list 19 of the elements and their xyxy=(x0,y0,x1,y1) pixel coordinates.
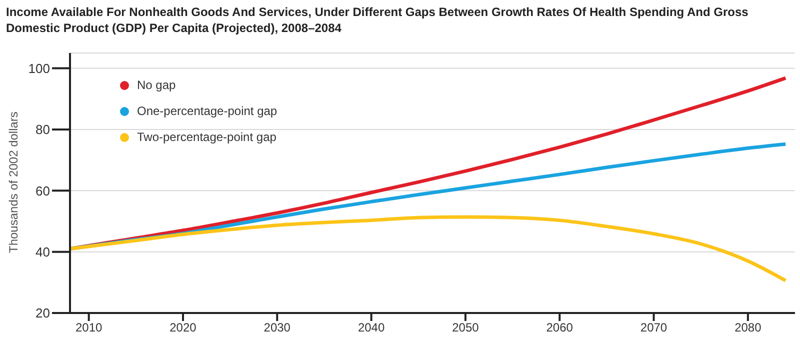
x-tick-label: 2010 xyxy=(75,320,102,335)
x-tick-label: 2060 xyxy=(546,320,574,335)
y-tick-label: 40 xyxy=(36,244,50,260)
legend-label: No gap xyxy=(137,77,176,94)
y-tick-label: 80 xyxy=(36,122,50,138)
x-tick-label: 2020 xyxy=(170,320,197,335)
x-tick-label: 2050 xyxy=(452,320,480,335)
line-series xyxy=(70,215,788,282)
legend-label: Two-percentage-point gap xyxy=(137,129,276,146)
x-tick-label: 2080 xyxy=(734,320,762,335)
y-tick-label: 20 xyxy=(36,306,50,321)
y-tick-label: 100 xyxy=(28,60,50,76)
y-tick-label: 60 xyxy=(36,183,50,198)
y-axis-title: Thousands of 2002 dollars xyxy=(6,112,20,253)
x-tick-label: 2030 xyxy=(264,320,291,335)
x-tick-label: 2040 xyxy=(358,320,385,335)
x-tick-label: 2070 xyxy=(640,320,668,335)
chart-title: Income Available For Nonhealth Goods And Services, Under Different Gaps Between Growth Rates Of Health Spending And Gross Domestic Product (GDP) Per Capita (Projected), 2008–2084 xyxy=(5,4,750,37)
legend-label: One-percentage-point gap xyxy=(137,103,278,120)
